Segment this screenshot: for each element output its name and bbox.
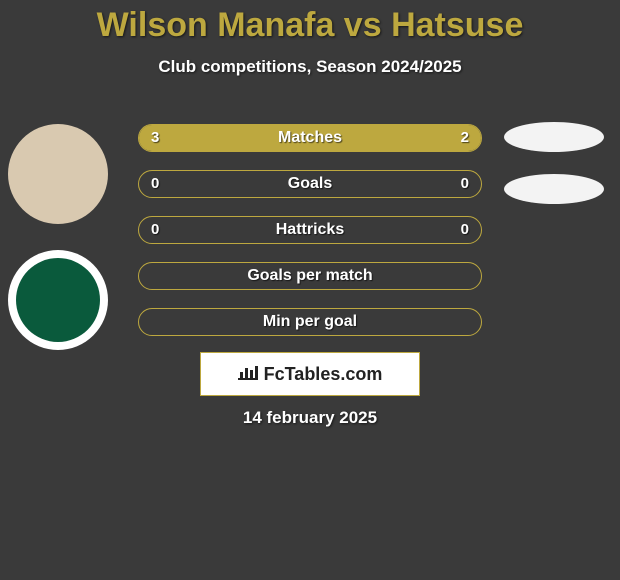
stat-row: 32Matches — [138, 124, 482, 152]
player-avatar — [8, 124, 108, 224]
stat-row: Min per goal — [138, 308, 482, 336]
source-logo-text: FcTables.com — [264, 364, 383, 384]
date-text: 14 february 2025 — [0, 408, 620, 428]
stat-row: Goals per match — [138, 262, 482, 290]
avatars-column — [8, 124, 108, 376]
page-subtitle: Club competitions, Season 2024/2025 — [0, 57, 620, 77]
stat-label: Goals per match — [139, 263, 481, 289]
stat-row: 00Goals — [138, 170, 482, 198]
page-title: Wilson Manafa vs Hatsuse — [0, 0, 620, 45]
stat-rows: 32Matches 00Goals 00Hattricks Goals per mat… — [138, 124, 482, 354]
opponent-marker — [504, 122, 604, 152]
opponent-marker — [504, 174, 604, 204]
chart-icon — [238, 353, 258, 395]
stat-row: 00Hattricks — [138, 216, 482, 244]
club-badge — [8, 250, 108, 350]
stat-label: Min per goal — [139, 309, 481, 335]
source-logo: FcTables.com — [200, 352, 420, 396]
club-badge-inner — [16, 258, 100, 342]
stat-label: Hattricks — [139, 217, 481, 243]
stat-label: Goals — [139, 171, 481, 197]
opponent-markers — [504, 122, 604, 226]
stat-label: Matches — [139, 125, 481, 151]
